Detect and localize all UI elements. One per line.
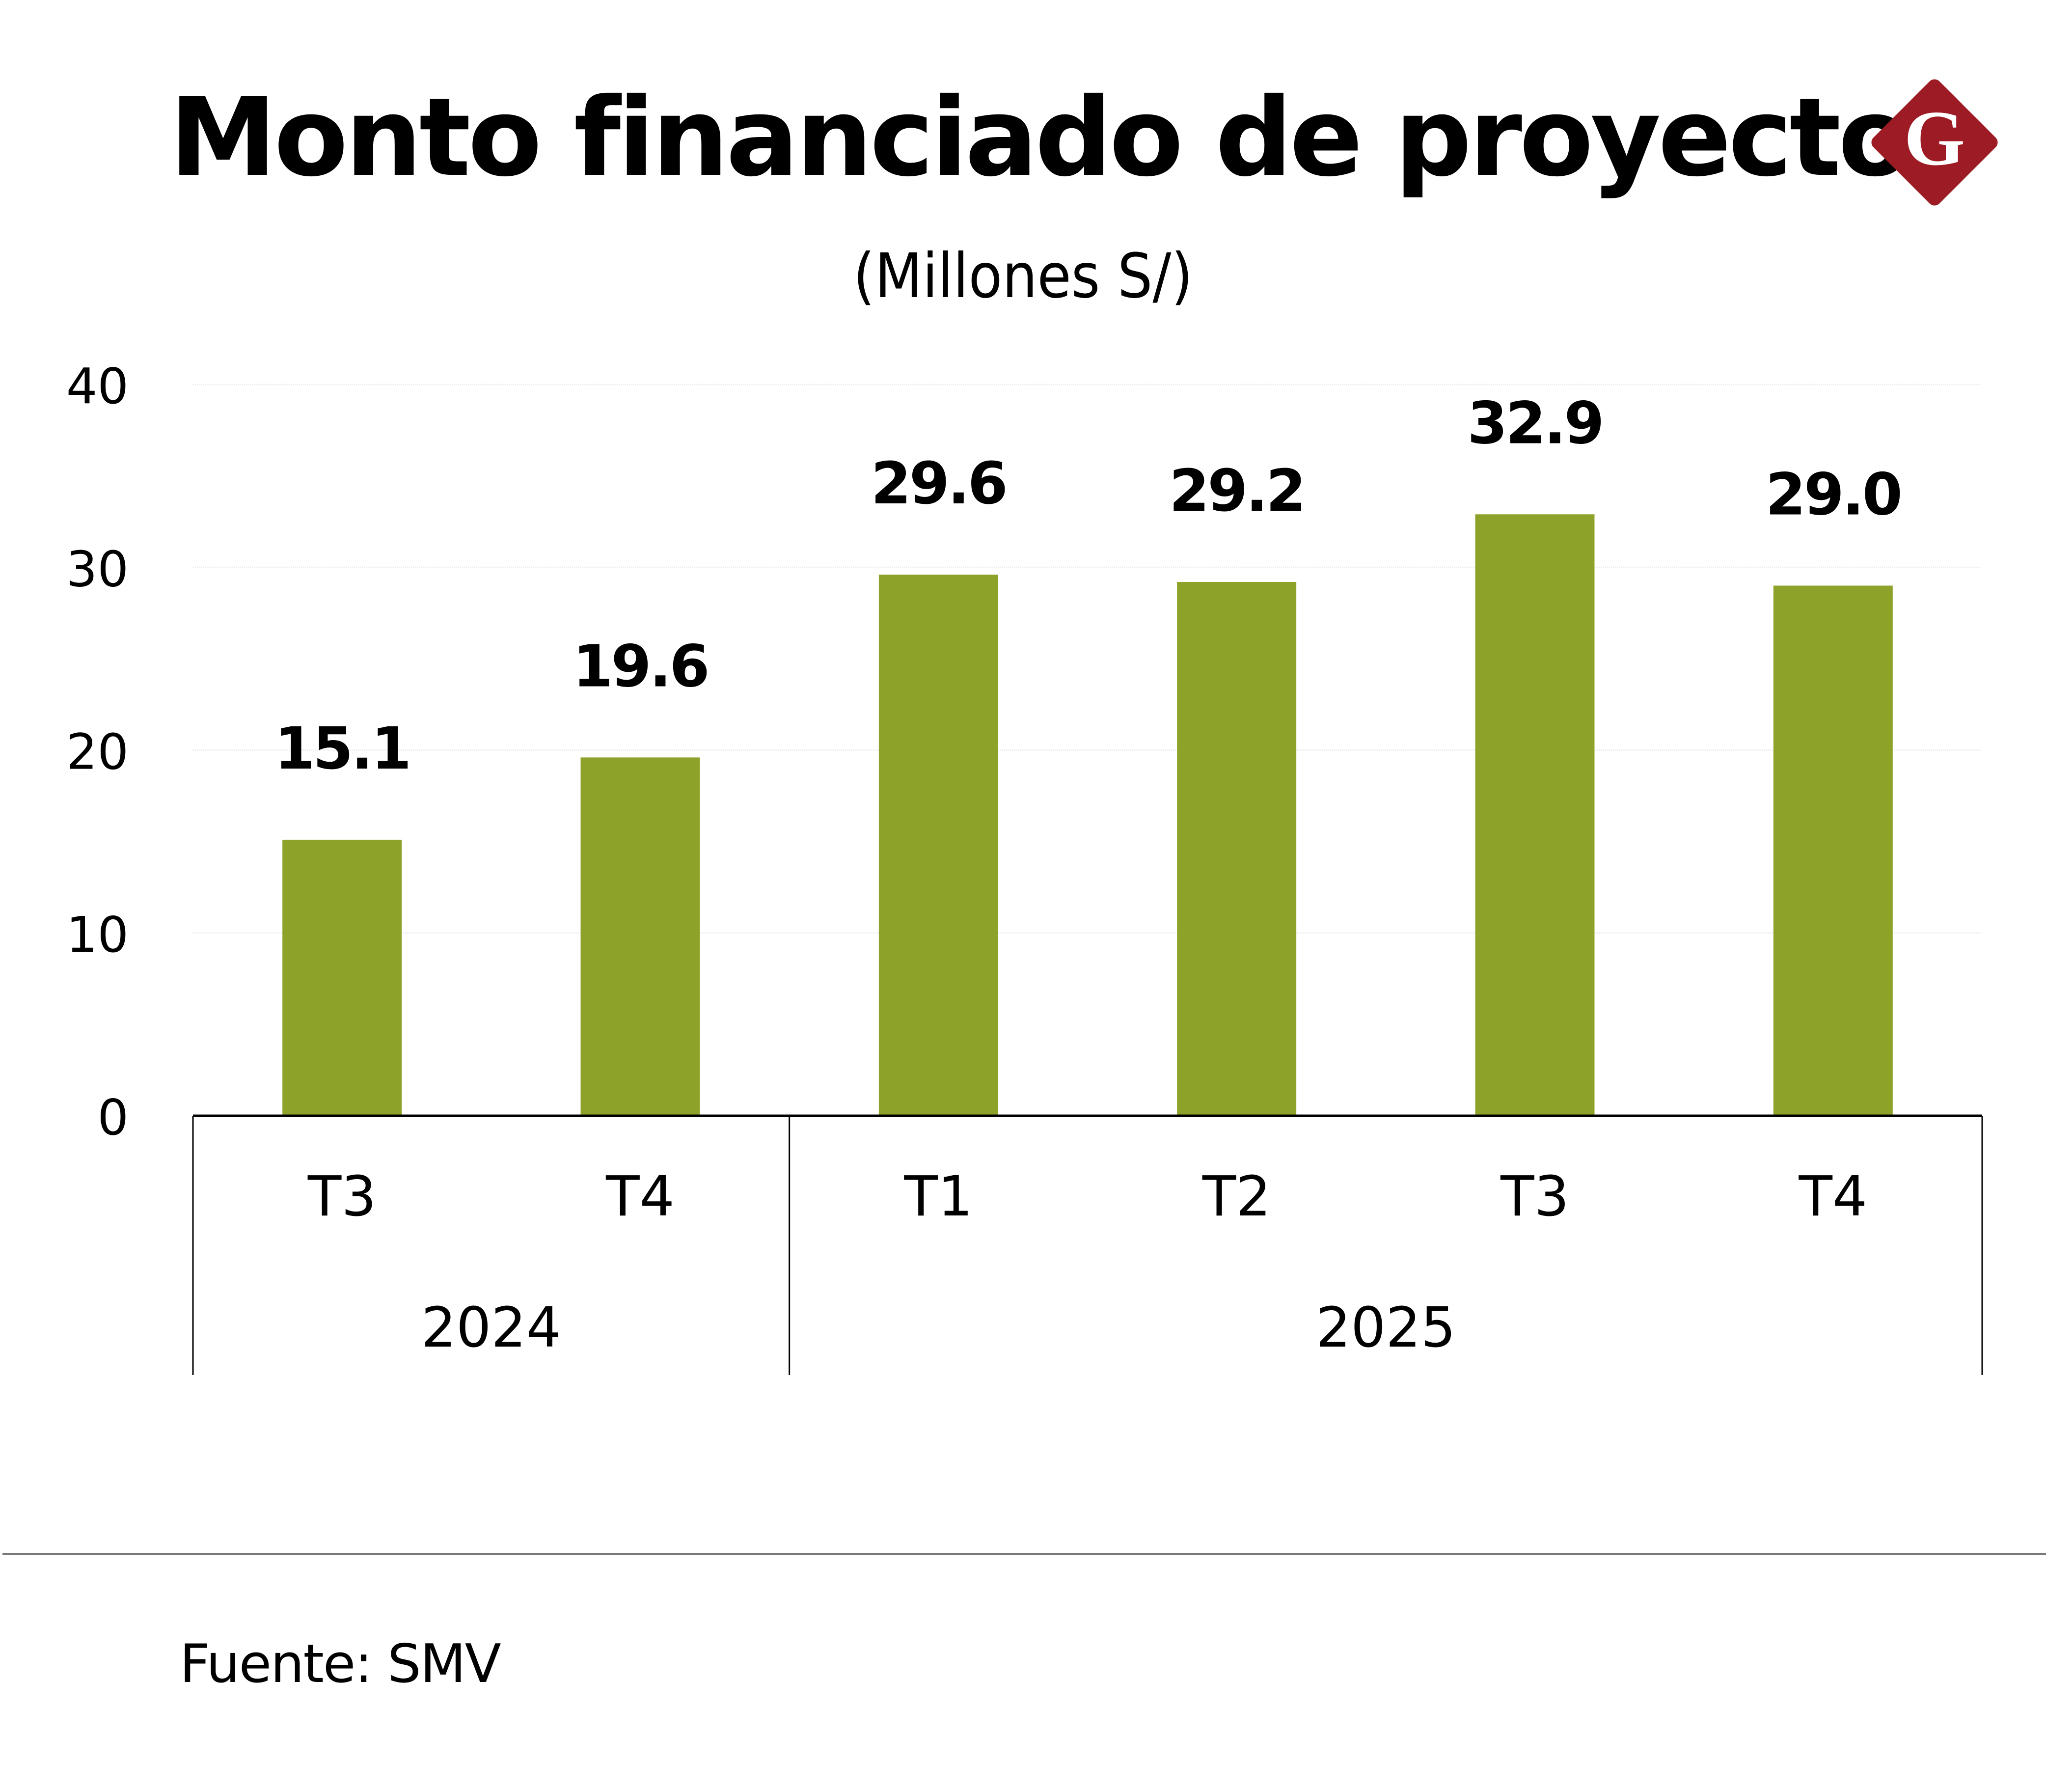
brand-logo-icon: G bbox=[1871, 79, 1998, 206]
y-tick-label: 30 bbox=[66, 540, 129, 598]
x-axis-labels: T3 T4 T1 T2 T3 T4 bbox=[307, 1165, 1867, 1229]
y-tick-label: 10 bbox=[66, 906, 129, 964]
footer-divider bbox=[2, 1553, 2046, 1555]
gridlines bbox=[193, 384, 1982, 934]
bar bbox=[1773, 585, 1893, 1116]
bar bbox=[1475, 514, 1595, 1116]
source-note: Fuente: SMV bbox=[180, 1633, 501, 1695]
x-tick-label: T3 bbox=[1500, 1165, 1569, 1229]
y-axis-ticks: 0 10 20 30 40 bbox=[66, 358, 129, 1146]
logo-diamond bbox=[1871, 79, 1998, 206]
y-tick-label: 40 bbox=[66, 358, 129, 415]
x-tick-label: T4 bbox=[605, 1165, 675, 1229]
chart-subtitle: (Millones S/) bbox=[853, 241, 1193, 312]
y-tick-label: 0 bbox=[97, 1089, 129, 1146]
value-label: 19.6 bbox=[573, 632, 708, 700]
bar bbox=[878, 575, 998, 1116]
group-labels: 2024 2025 bbox=[421, 1296, 1456, 1360]
x-axis bbox=[192, 1114, 1983, 1375]
chart-title: Monto financiado de proyectos bbox=[169, 75, 1974, 200]
logo-letter: G bbox=[1904, 94, 1965, 182]
value-label: 32.9 bbox=[1467, 389, 1602, 457]
value-label: 15.1 bbox=[274, 715, 409, 782]
value-label: 29.2 bbox=[1169, 457, 1304, 524]
x-tick-label: T3 bbox=[307, 1165, 377, 1229]
group-label: 2025 bbox=[1316, 1296, 1456, 1360]
value-labels: 15.1 19.6 29.6 29.2 32.9 29.0 bbox=[274, 389, 1903, 782]
x-tick-label: T2 bbox=[1202, 1165, 1271, 1229]
x-tick-label: T1 bbox=[903, 1165, 973, 1229]
y-tick-label: 20 bbox=[66, 723, 129, 781]
bar bbox=[580, 757, 700, 1116]
value-label: 29.6 bbox=[871, 449, 1006, 517]
x-tick-label: T4 bbox=[1798, 1165, 1867, 1229]
group-label: 2024 bbox=[421, 1296, 561, 1360]
bar bbox=[282, 839, 402, 1116]
value-label: 29.0 bbox=[1766, 460, 1901, 528]
bars bbox=[282, 514, 1893, 1116]
bar bbox=[1177, 582, 1297, 1116]
